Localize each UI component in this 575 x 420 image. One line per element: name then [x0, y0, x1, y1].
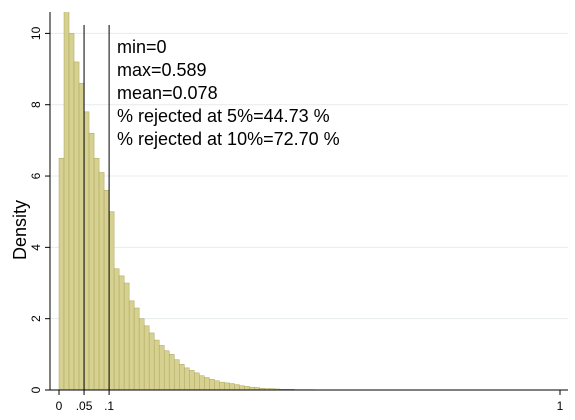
y-tick-label: 6: [29, 172, 43, 179]
annotation: min=0: [117, 37, 167, 57]
y-tick-label: 10: [29, 26, 43, 40]
bar: [229, 384, 234, 390]
y-tick-label: 8: [29, 101, 43, 108]
annotation: max=0.589: [117, 60, 207, 80]
y-tick-label: 2: [29, 315, 43, 322]
bar: [194, 373, 199, 390]
annotation: % rejected at 5%=44.73 %: [117, 106, 330, 126]
bar: [64, 0, 69, 390]
bars: [59, 0, 355, 390]
annotation: % rejected at 10%=72.70 %: [117, 129, 340, 149]
bar: [219, 382, 224, 390]
bar: [139, 319, 144, 390]
y-axis-label: Density: [10, 200, 30, 260]
bar: [149, 333, 154, 390]
bar: [89, 133, 94, 390]
bar: [124, 283, 129, 390]
bar: [174, 360, 179, 390]
x-tick-label: .05: [76, 399, 93, 413]
bar: [189, 370, 194, 390]
bar: [204, 378, 209, 390]
bar: [84, 112, 89, 390]
y-tick-label: 4: [29, 244, 43, 251]
bar: [199, 376, 204, 390]
x-tick-label: 1: [557, 399, 564, 413]
bar: [234, 385, 239, 390]
bar: [119, 276, 124, 390]
bar: [154, 340, 159, 390]
bar: [239, 386, 244, 390]
bar: [159, 345, 164, 390]
bar: [79, 83, 84, 390]
bar: [114, 269, 119, 390]
bar: [169, 354, 174, 390]
bar: [94, 158, 99, 390]
bar: [224, 383, 229, 390]
bar: [74, 62, 79, 390]
x-tick-label: .1: [104, 399, 114, 413]
bar: [134, 308, 139, 390]
bar: [69, 33, 74, 390]
bar: [179, 364, 184, 390]
y-tick-label: 0: [29, 386, 43, 393]
bar: [244, 386, 249, 390]
bar: [209, 379, 214, 390]
bar: [214, 381, 219, 390]
bar: [99, 172, 104, 390]
bar: [59, 158, 64, 390]
bar: [144, 326, 149, 390]
bar: [184, 368, 189, 390]
bar: [109, 212, 114, 390]
bar: [104, 190, 109, 390]
annotation: mean=0.078: [117, 83, 218, 103]
bar: [129, 301, 134, 390]
x-tick-label: 0: [56, 399, 63, 413]
bar: [164, 351, 169, 390]
